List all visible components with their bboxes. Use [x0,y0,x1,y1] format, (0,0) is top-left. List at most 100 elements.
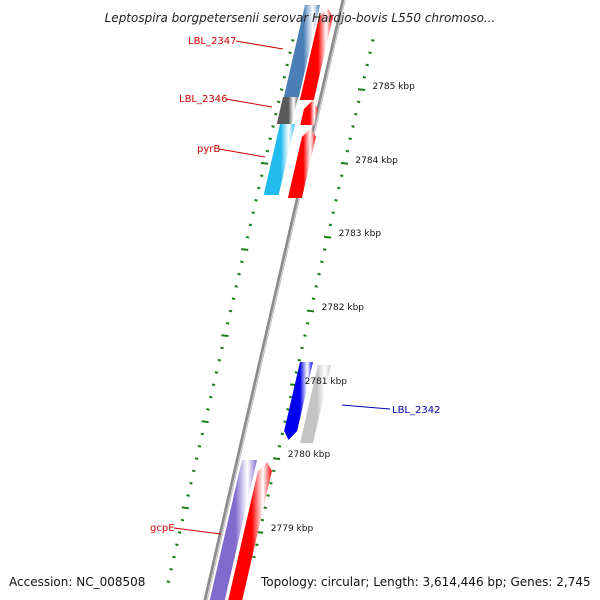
minor-tick [251,211,255,214]
minor-tick [334,198,338,202]
label-leader-line [235,40,284,50]
minor-tick [192,469,196,473]
gene-red-3 [287,128,316,198]
minor-tick [279,88,284,91]
minor-tick [268,137,272,141]
minor-tick [356,100,361,104]
scale-ticks [166,39,375,583]
minor-tick [177,531,182,534]
minor-tick [300,346,304,350]
minor-tick [283,420,287,424]
gene-lbl2346 [276,97,298,124]
minor-tick [354,112,358,116]
major-tick [306,309,315,313]
minor-tick [285,63,289,67]
scale-label: 2785 kbp [372,82,415,92]
minor-tick [371,39,375,42]
minor-tick [271,125,275,128]
minor-tick [317,272,321,276]
gene-label: gcpE [150,523,175,534]
minor-tick [240,260,244,264]
minor-tick [252,555,256,559]
scale-label: 2784 kbp [355,156,398,166]
minor-tick [197,444,202,448]
minor-tick [217,358,222,362]
major-tick [260,162,269,165]
backbone-line [203,0,346,600]
minor-tick [322,248,327,251]
gene-red-4 [228,462,272,600]
minor-tick [305,321,310,325]
accession-text: Accession: NC_008508 [7,574,148,590]
gene-lbl2342 [300,365,331,443]
major-tick [357,88,366,91]
minor-tick [289,395,293,399]
gene-label: LBL_2347 [188,36,236,47]
minor-tick [348,137,352,141]
minor-tick [291,39,295,42]
gene-label: LBL_2342 [392,405,440,416]
gene-red-1 [299,8,333,100]
major-tick [241,248,249,251]
chromosome-backbone [203,0,346,600]
scale-label: 2781 kbp [305,377,348,387]
minor-tick [311,297,316,301]
minor-tick [294,371,299,374]
gene-gcpE [209,460,257,600]
minor-tick [194,457,199,460]
minor-tick [297,358,302,362]
minor-tick [206,408,210,411]
minor-tick [211,383,216,387]
gene-features [209,5,333,600]
minor-tick [331,211,335,214]
major-tick [340,162,349,165]
minor-tick [225,321,230,325]
gene-red-2 [300,100,318,125]
label-leader-line [218,148,266,158]
minor-tick [255,543,259,547]
scale-label: 2782 kbp [322,303,365,313]
minor-tick [345,149,350,153]
minor-tick [351,125,355,128]
minor-tick [265,149,270,153]
minor-tick [269,481,273,485]
minor-tick [214,371,219,374]
backbone-highlight [206,0,346,600]
minor-tick [228,309,233,313]
scale-label: 2779 kbp [271,524,314,534]
minor-tick [320,260,324,264]
minor-tick [200,432,205,436]
minor-tick [175,543,179,547]
minor-tick [172,555,176,559]
minor-tick [169,567,173,571]
minor-tick [209,395,213,399]
gene-lbl2347 [283,5,320,97]
scale-label: 2783 kbp [339,229,382,239]
minor-tick [260,518,265,522]
minor-tick [220,346,224,350]
topology-text: Topology: circular; Length: 3,614,446 bp… [259,574,593,590]
minor-tick [234,285,238,288]
minor-tick [303,334,307,337]
minor-tick [276,100,281,104]
minor-tick [257,186,261,190]
minor-tick [259,174,264,178]
label-leader-line [173,527,222,535]
minor-tick [254,198,258,202]
minor-tick [288,51,292,55]
minor-tick [314,285,318,288]
major-tick [181,506,189,510]
major-tick [221,334,229,337]
minor-tick [263,506,268,510]
minor-tick [266,494,270,497]
minor-tick [286,408,290,411]
minor-tick [272,469,276,473]
minor-tick [248,223,253,227]
gene-blue [284,362,313,440]
minor-tick [180,518,185,522]
label-leader-line [341,404,391,410]
minor-tick [186,494,190,497]
minor-tick [189,481,193,485]
